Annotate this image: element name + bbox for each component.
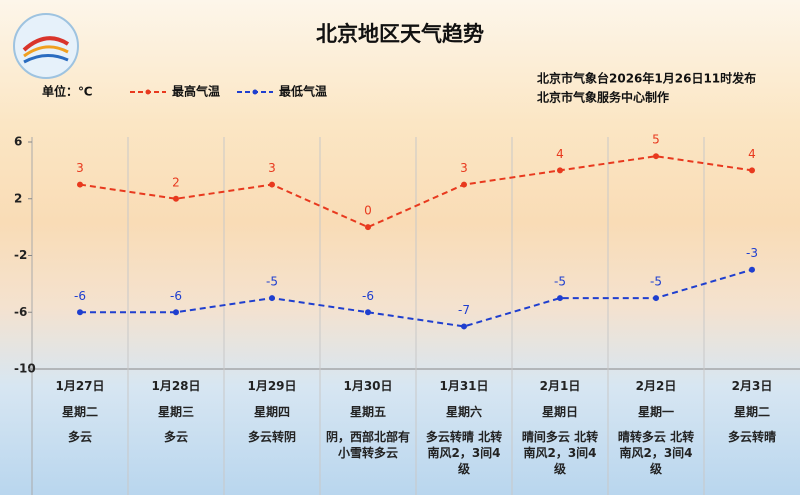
data-label: -5: [554, 275, 566, 289]
point: [173, 195, 179, 202]
y-tick-label: -10: [14, 362, 36, 376]
data-label: 3: [268, 161, 276, 175]
legend-label: 最低气温: [279, 84, 327, 99]
data-label: 5: [652, 133, 660, 147]
chart-title: 北京地区天气趋势: [316, 22, 484, 46]
weather-label: 阴，西部北部有小雪转多云: [326, 430, 411, 460]
weekday-label: 星期一: [637, 405, 674, 419]
weather-label: 多云转晴 北转南风2，3间4级: [425, 430, 503, 476]
y-tick-label: -6: [14, 305, 27, 319]
data-label: -3: [746, 246, 758, 260]
weekday-label: 星期六: [445, 405, 482, 419]
data-label: 2: [172, 175, 180, 189]
point: [461, 323, 467, 330]
weather-label: 晴转多云 北转南风2，3间4级: [617, 430, 695, 476]
data-label: 0: [364, 204, 372, 218]
data-label: -6: [362, 289, 374, 303]
point: [269, 295, 275, 302]
weekday-label: 星期日: [541, 405, 578, 419]
source-note: 北京市气象服务中心制作: [537, 90, 669, 105]
weather-label: 多云转晴: [727, 430, 776, 444]
data-label: 4: [748, 147, 756, 161]
data-label: -7: [458, 303, 470, 317]
data-label: -6: [170, 289, 182, 303]
date-label: 1月30日: [343, 379, 393, 393]
legend-dot: [145, 89, 151, 95]
weekday-label: 星期四: [253, 405, 290, 419]
date-label: 2月2日: [635, 379, 677, 393]
date-label: 2月3日: [731, 379, 773, 393]
point: [461, 181, 467, 188]
weather-label: 多云: [163, 430, 188, 444]
data-label: -6: [74, 289, 86, 303]
point: [653, 153, 659, 160]
date-label: 1月27日: [55, 379, 105, 393]
point: [77, 181, 83, 188]
point: [653, 295, 659, 302]
data-label: -5: [266, 275, 278, 289]
line: [80, 268, 753, 328]
weather-label: 晴间多云 北转南风2，3间4级: [521, 430, 599, 476]
weekday-label: 星期五: [349, 405, 386, 419]
weekday-label: 星期二: [733, 405, 770, 419]
point: [269, 181, 275, 188]
weather-label: 多云: [67, 430, 92, 444]
legend-label: 最高气温: [172, 84, 220, 99]
point: [77, 309, 83, 316]
weather-label: 多云转阴: [247, 430, 296, 444]
date-label: 1月28日: [151, 379, 201, 393]
point: [557, 167, 563, 174]
weekday-label: 星期二: [61, 405, 98, 419]
y-tick-label: 2: [14, 191, 22, 205]
data-label: 3: [460, 161, 468, 175]
point: [365, 224, 371, 231]
data-label: 4: [556, 147, 564, 161]
y-tick-label: 6: [14, 135, 22, 149]
line: [79, 155, 753, 229]
data-label: 3: [76, 161, 84, 175]
point: [557, 295, 563, 302]
data-label: -5: [650, 275, 662, 289]
logo: [13, 13, 79, 79]
source-note: 北京市气象台2026年1月26日11时发布: [537, 71, 756, 86]
point: [749, 167, 755, 174]
point: [749, 266, 755, 273]
y-tick-label: -2: [14, 248, 27, 262]
date-label: 1月29日: [247, 379, 297, 393]
point: [365, 309, 371, 316]
date-label: 1月31日: [439, 379, 489, 393]
unit-label: 单位：℃: [42, 84, 93, 99]
date-label: 2月1日: [539, 379, 581, 393]
point: [173, 309, 179, 316]
weekday-label: 星期三: [157, 405, 194, 419]
legend-dot: [252, 89, 258, 95]
